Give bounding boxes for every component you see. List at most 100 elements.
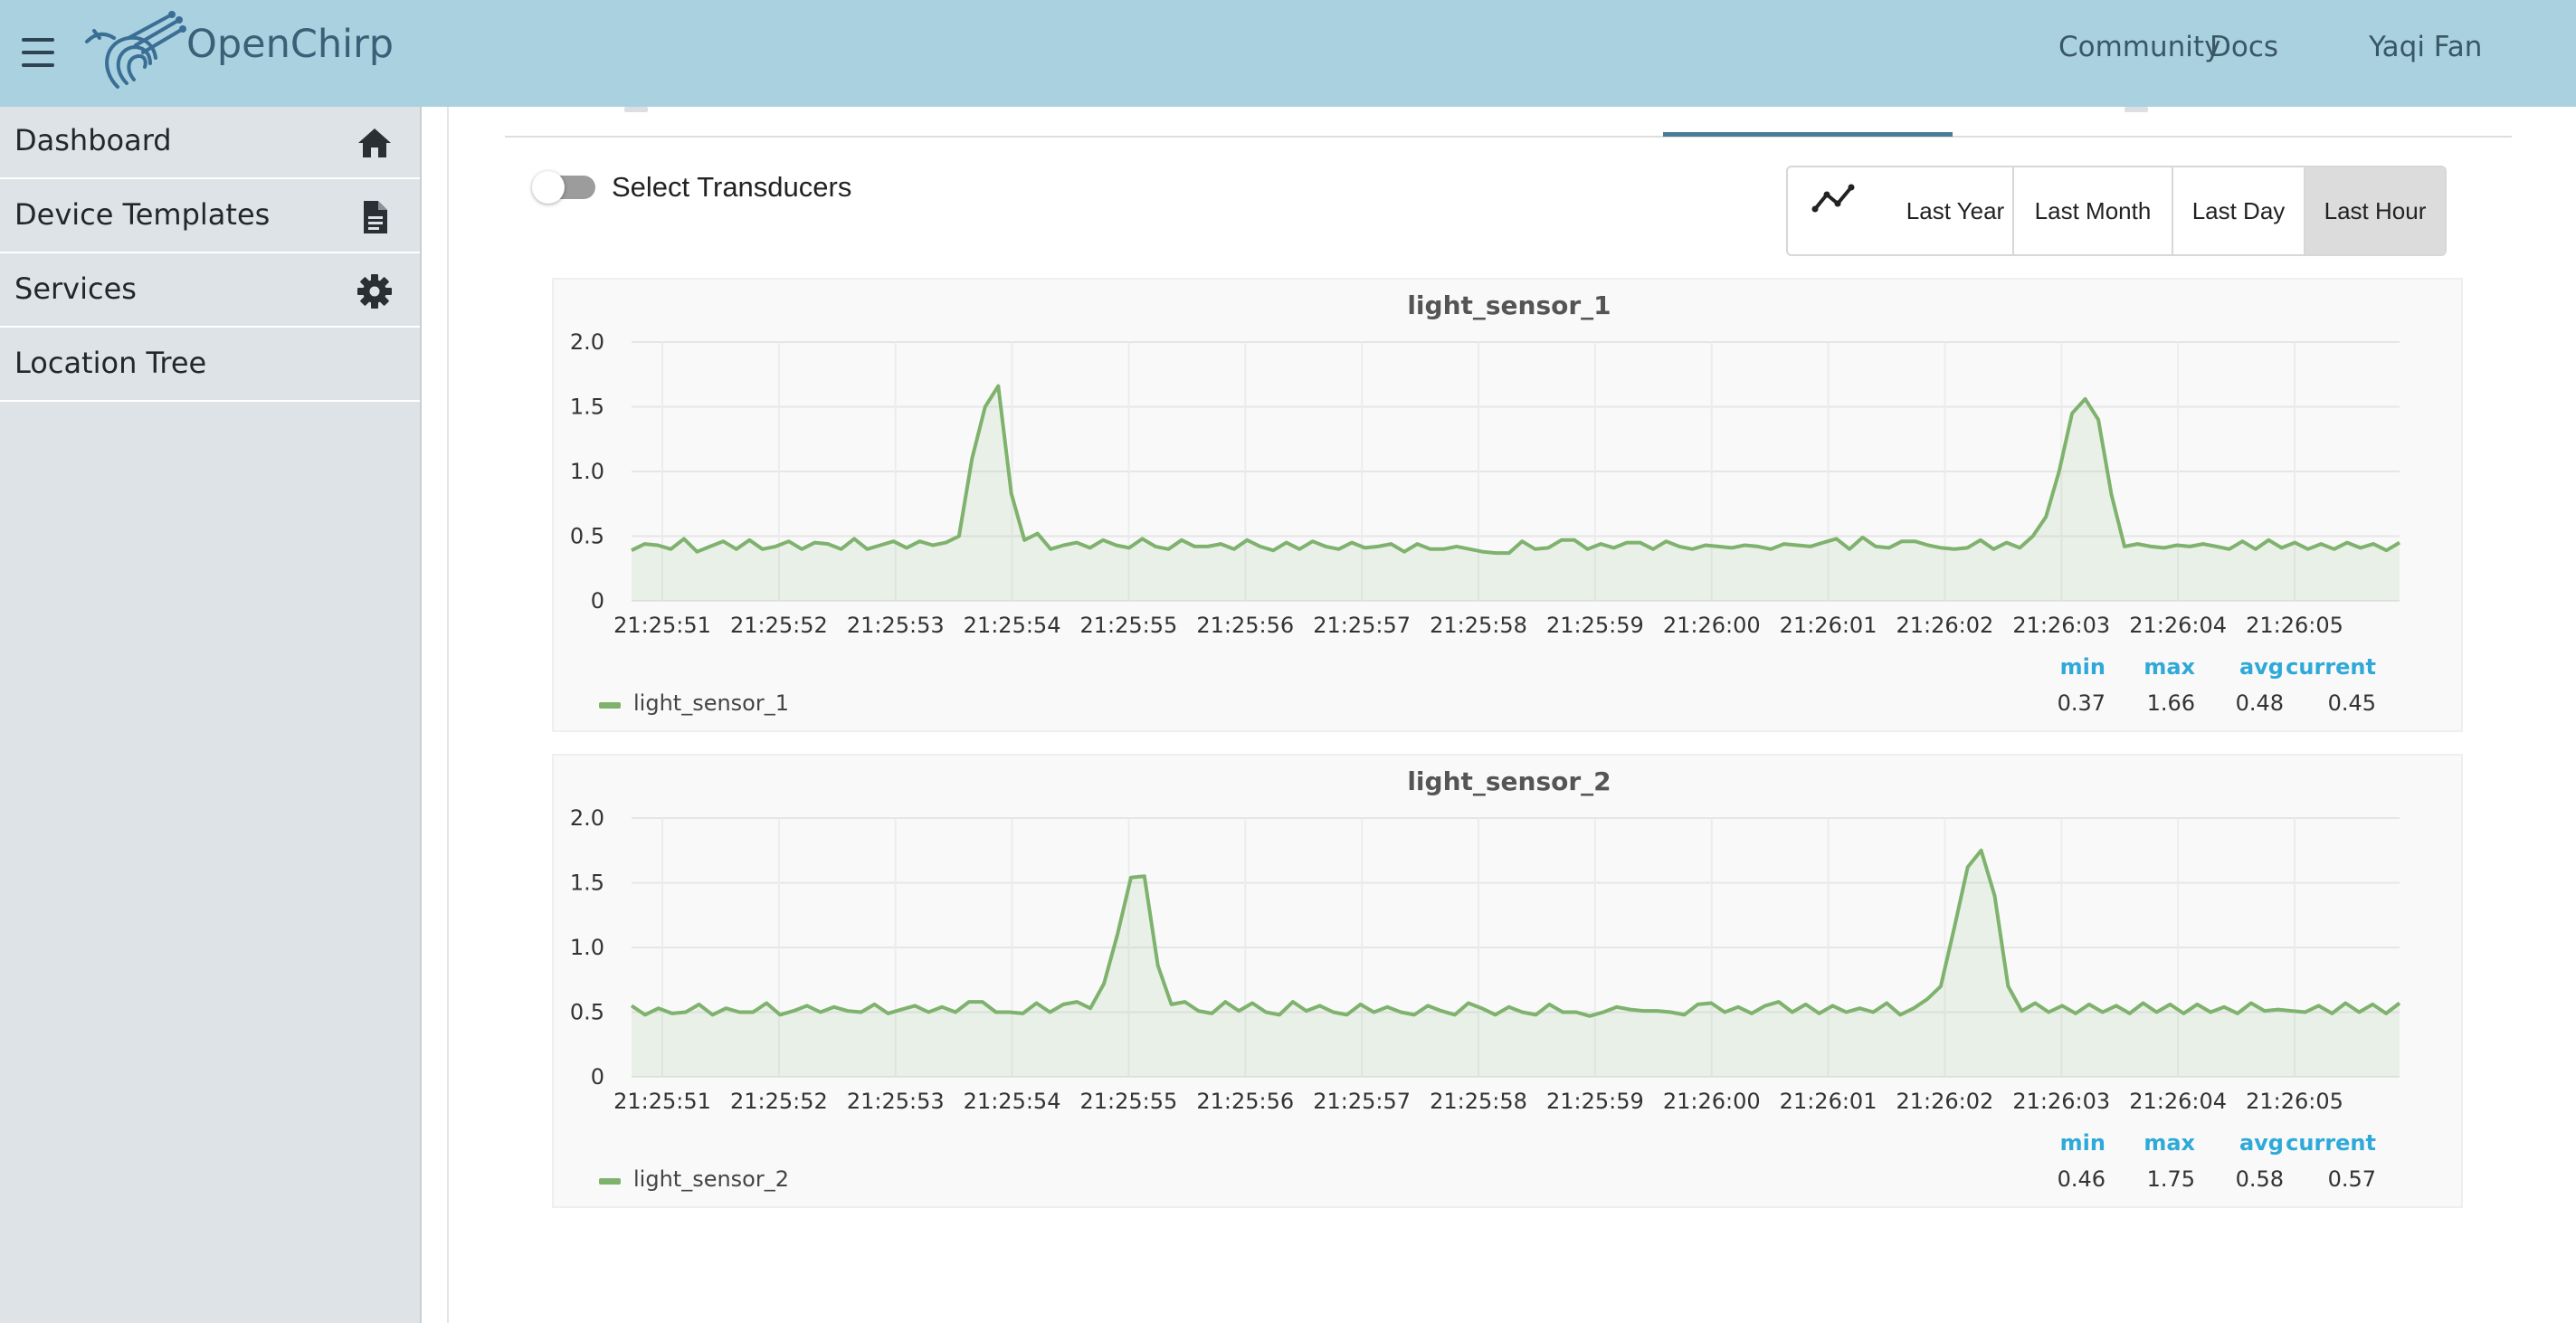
home-icon (358, 128, 391, 157)
stat-header-avg: avg (2239, 654, 2284, 680)
tab-stub[interactable] (624, 107, 648, 112)
y-tick-label: 1.5 (570, 395, 604, 420)
x-tick-label: 21:26:04 (2129, 613, 2227, 638)
chart-panel-light-sensor-2: light_sensor_2 0 0.5 1.0 1.5 2.0 21:25:51 21:25… (552, 754, 2463, 1208)
y-tick-label: 0.5 (570, 1000, 604, 1025)
y-tick-label: 2.0 (570, 805, 604, 831)
x-tick-label: 21:25:54 (964, 1089, 1061, 1114)
openchirp-logo-icon[interactable] (81, 5, 186, 96)
hamburger-menu-icon[interactable] (18, 33, 58, 72)
sidebar: Dashboard Device Templates Services (0, 107, 422, 1323)
series-area (632, 385, 2400, 601)
x-tick-label: 21:26:01 (1780, 1089, 1877, 1114)
stat-header-min: min (2060, 1130, 2105, 1156)
tab-stub[interactable] (2124, 107, 2148, 112)
chart-svg: light_sensor_1 0 0.5 1.0 1.5 2.0 21:25:51 21:25… (570, 290, 2401, 716)
stat-header-current: current (2286, 654, 2376, 680)
top-navbar: OpenChirp Community Docs Yaqi Fan (0, 0, 2576, 107)
x-tick-label: 21:25:58 (1430, 613, 1527, 638)
x-tick-label: 21:25:52 (730, 1089, 828, 1114)
sidebar-item-device-templates[interactable]: Device Templates (0, 181, 420, 253)
x-tick-label: 21:25:55 (1080, 1089, 1178, 1114)
stat-value-current: 0.45 (2328, 690, 2376, 716)
series-line (630, 848, 2401, 1018)
sidebar-item-dashboard[interactable]: Dashboard (0, 107, 420, 179)
time-range-group: Last Year Last Month Last Day Last Hour (1786, 166, 2447, 256)
legend-swatch (599, 1178, 621, 1185)
y-tick-label: 1.0 (570, 459, 604, 484)
legend-series-name: light_sensor_2 (633, 1166, 789, 1192)
x-tick-label: 21:25:51 (613, 613, 711, 638)
series-area (632, 850, 2400, 1077)
y-tick-label: 0 (591, 1064, 604, 1090)
y-tick-label: 1.0 (570, 935, 604, 960)
stat-header-min: min (2060, 654, 2105, 680)
chart-panel-light-sensor-1: light_sensor_1 0 0.5 1.0 1.5 2.0 21:25:51 21:25… (552, 278, 2463, 732)
stat-value-current: 0.57 (2328, 1166, 2376, 1192)
chart-title: light_sensor_2 (1407, 766, 1611, 796)
chart-svg: light_sensor_2 0 0.5 1.0 1.5 2.0 21:25:51 21:25… (570, 766, 2401, 1192)
sidebar-item-label: Dashboard (14, 123, 172, 157)
brand-name[interactable]: OpenChirp (186, 22, 394, 67)
y-tick-label: 2.0 (570, 329, 604, 355)
x-tick-label: 21:26:01 (1780, 613, 1877, 638)
sidebar-item-label: Services (14, 271, 137, 306)
x-tick-label: 21:25:56 (1196, 613, 1294, 638)
stat-value-max: 1.75 (2147, 1166, 2195, 1192)
x-tick-label: 21:26:03 (2012, 1089, 2110, 1114)
y-tick-label: 0 (591, 588, 604, 614)
x-tick-label: 21:25:53 (847, 613, 945, 638)
sidebar-item-label: Device Templates (14, 197, 271, 232)
stat-header-max: max (2143, 654, 2195, 680)
range-last-month-button[interactable]: Last Month (2012, 167, 2172, 254)
x-tick-label: 21:26:05 (2246, 1089, 2343, 1114)
active-tab-indicator (1663, 132, 1953, 137)
sidebar-item-location-tree[interactable]: Location Tree (0, 329, 420, 402)
x-tick-label: 21:26:04 (2129, 1089, 2227, 1114)
x-tick-label: 21:25:56 (1196, 1089, 1294, 1114)
x-tick-label: 21:25:57 (1313, 613, 1411, 638)
tab-bar-divider (505, 136, 2512, 138)
line-chart-icon (1811, 184, 1855, 213)
x-tick-label: 21:25:54 (964, 613, 1061, 638)
chart-type-button[interactable] (1788, 167, 1898, 254)
x-tick-label: 21:25:59 (1546, 1089, 1644, 1114)
x-tick-label: 21:25:51 (613, 1089, 711, 1114)
nav-community-link[interactable]: Community (2058, 31, 2221, 63)
sidebar-item-services[interactable]: Services (0, 255, 420, 328)
gear-icon (357, 274, 392, 309)
x-tick-label: 21:25:58 (1430, 1089, 1527, 1114)
stat-value-avg: 0.48 (2236, 690, 2284, 716)
y-tick-label: 1.5 (570, 871, 604, 896)
x-tick-label: 21:25:59 (1546, 613, 1644, 638)
x-tick-label: 21:26:00 (1663, 613, 1761, 638)
legend-swatch (599, 702, 621, 709)
x-tick-label: 21:25:52 (730, 613, 828, 638)
nav-user-menu[interactable]: Yaqi Fan (2369, 31, 2483, 63)
x-tick-label: 21:25:57 (1313, 1089, 1411, 1114)
document-icon (364, 201, 387, 233)
y-tick-label: 0.5 (570, 524, 604, 549)
stat-value-avg: 0.58 (2236, 1166, 2284, 1192)
range-last-day-button[interactable]: Last Day (2172, 167, 2304, 254)
x-tick-label: 21:25:55 (1080, 613, 1178, 638)
stat-value-min: 0.37 (2058, 690, 2105, 716)
chart-title: light_sensor_1 (1407, 290, 1611, 320)
nav-docs-link[interactable]: Docs (2210, 31, 2279, 63)
x-tick-label: 21:25:53 (847, 1089, 945, 1114)
stat-header-avg: avg (2239, 1130, 2284, 1156)
stat-header-max: max (2143, 1130, 2195, 1156)
x-tick-label: 21:26:03 (2012, 613, 2110, 638)
select-transducers-label: Select Transducers (612, 171, 852, 203)
x-tick-label: 21:26:05 (2246, 613, 2343, 638)
select-transducers-toggle[interactable] (532, 171, 599, 204)
stat-value-max: 1.66 (2147, 690, 2195, 716)
stat-header-current: current (2286, 1130, 2376, 1156)
range-last-hour-button[interactable]: Last Hour (2304, 167, 2445, 254)
legend-series-name: light_sensor_1 (633, 690, 789, 716)
range-last-year-button[interactable]: Last Year (1906, 197, 2005, 224)
stat-value-min: 0.46 (2058, 1166, 2105, 1192)
x-tick-label: 21:26:02 (1896, 1089, 1994, 1114)
x-tick-label: 21:26:02 (1896, 613, 1994, 638)
toggle-knob (532, 171, 565, 204)
